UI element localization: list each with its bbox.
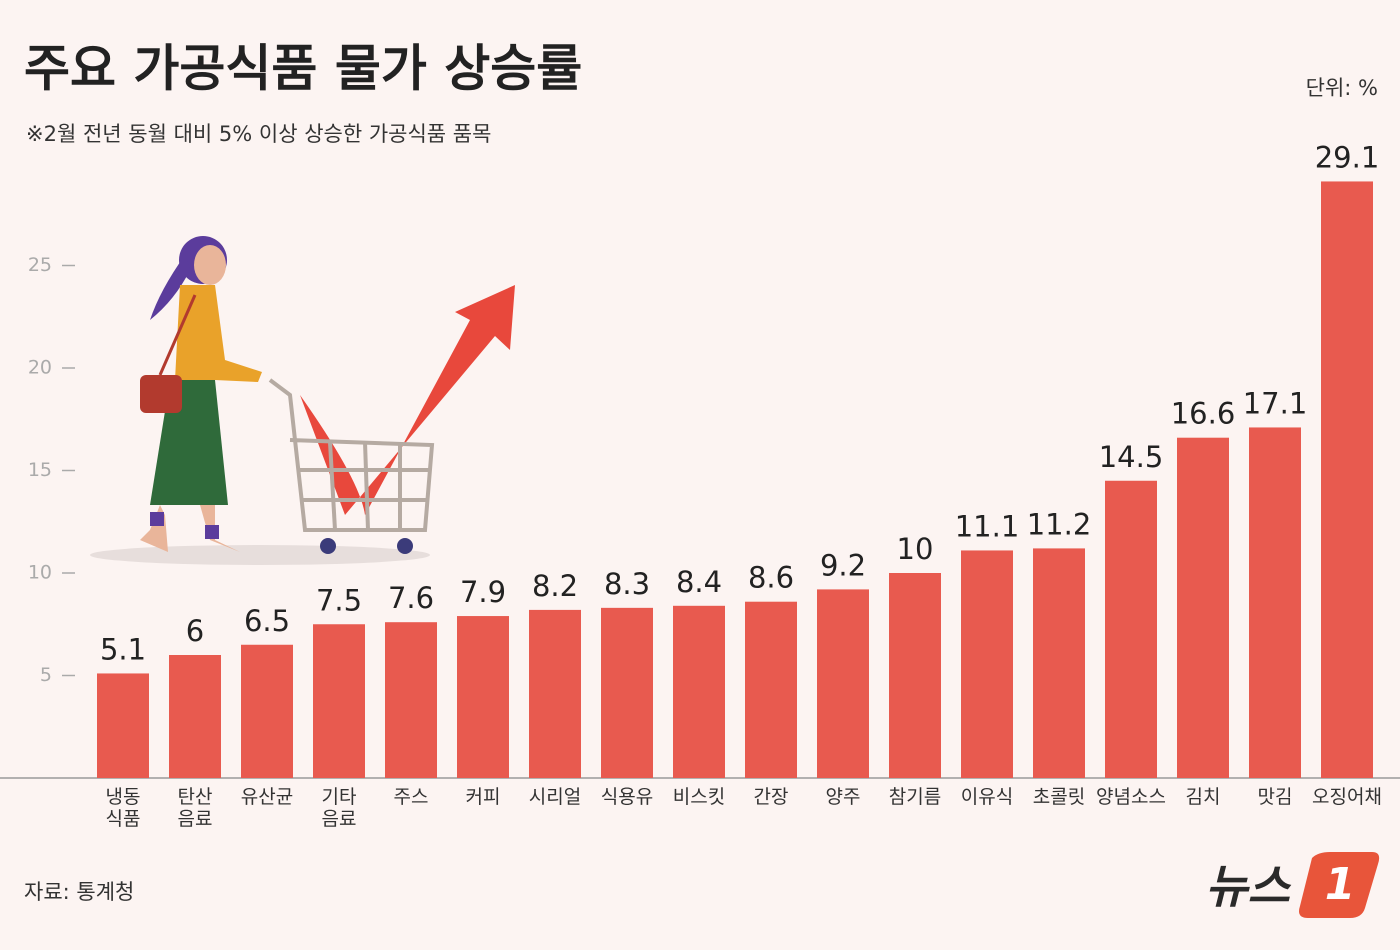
value-label: 8.4 [676,565,722,599]
logo-mark: 1 [1325,859,1356,910]
bar [457,616,509,778]
bar [529,609,581,778]
y-tick-label: 25 [28,254,52,276]
chart-title: 주요 가공식품 물가 상승률 [24,40,582,98]
bar [1105,480,1157,778]
illustration [90,236,515,565]
bar [97,673,149,778]
value-label: 7.5 [316,583,362,617]
x-tick-label: 주스 [393,786,429,808]
x-tick-label: 냉동 식품 [105,786,141,830]
value-label: 5.1 [100,632,146,666]
value-label: 6 [186,614,204,648]
y-tick-label: 5 [40,664,52,686]
bar [961,550,1013,778]
bar [745,601,797,778]
x-tick-label: 기타 음료 [321,786,357,830]
value-label: 17.1 [1243,386,1308,420]
x-tick-label: 탄산 음료 [177,786,213,830]
bar [1249,427,1301,778]
bar [601,607,653,778]
bar [385,622,437,778]
bar [241,644,293,778]
value-label: 8.6 [748,561,794,595]
logo-text: 뉴스 [1205,860,1291,914]
value-label: 10 [897,532,934,566]
value-label: 9.2 [820,548,866,582]
value-label: 8.3 [604,567,650,601]
x-tick-label: 초콜릿 [1032,786,1086,808]
x-tick-label: 비스킷 [672,786,726,808]
x-tick-label: 참기름 [888,786,942,808]
unit-label: 단위: % [1306,76,1378,100]
bar [169,655,221,778]
value-label: 11.1 [955,509,1020,543]
bar [1321,181,1373,778]
source: 자료: 통계청 [24,880,134,904]
value-label: 14.5 [1099,440,1164,474]
x-tick-label: 이유식 [960,786,1014,808]
value-label: 7.9 [460,575,506,609]
x-tick-label: 간장 [753,786,789,808]
y-tick-label: 15 [28,459,52,481]
value-label: 11.2 [1027,507,1092,541]
bar [817,589,869,778]
x-tick-label: 시리얼 [528,786,582,808]
x-tick-label: 오징어채 [1312,786,1382,808]
bar [1177,437,1229,778]
x-tick-label: 맛김 [1257,786,1293,808]
x-tick-label: 김치 [1185,786,1221,808]
value-label: 7.6 [388,581,434,615]
bar [889,573,941,778]
value-label: 16.6 [1171,397,1236,431]
value-label: 6.5 [244,604,290,638]
value-label: 29.1 [1315,140,1380,174]
logo: 뉴스 1 [1205,852,1380,918]
x-tick-label: 커피 [465,786,501,808]
x-tick-label: 양주 [825,786,861,808]
value-label: 8.2 [532,569,578,603]
x-tick-label: 양념소스 [1096,786,1166,808]
chart-subtitle: ※2월 전년 동월 대비 5% 이상 상승한 가공식품 품목 [26,122,491,146]
bar [1033,548,1085,778]
x-tick-label: 식용유 [600,786,654,808]
bar [673,605,725,778]
y-tick-label: 10 [28,562,52,584]
y-tick-label: 20 [28,357,52,379]
x-tick-label: 유산균 [240,786,294,808]
bar [313,624,365,778]
